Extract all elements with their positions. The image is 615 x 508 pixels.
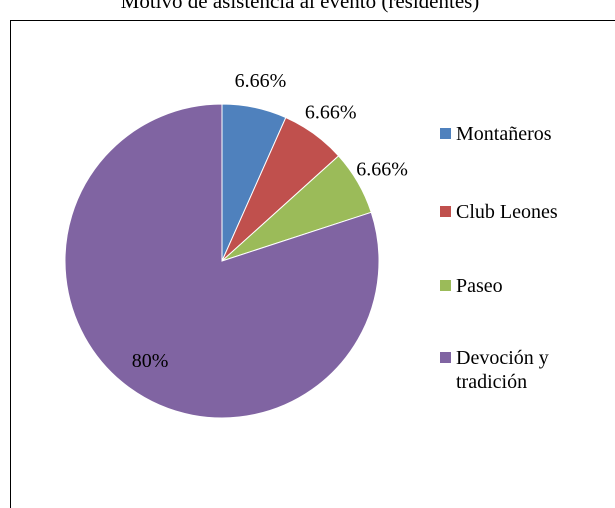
legend-label: Paseo [456,275,503,297]
data-label: 6.66% [356,158,408,180]
legend-swatch [440,352,451,363]
legend-item: Club Leones [440,200,610,224]
legend-label: Devoción y tradición [456,347,549,393]
legend-label: Club Leones [456,201,558,223]
legend-item: Devoción y tradición [440,346,610,394]
legend-label: Montañeros [456,123,552,145]
legend-item: Paseo [440,274,610,298]
legend-swatch [440,206,451,217]
chart-title: Motivo de asistencia al evento (resident… [121,0,480,13]
legend-swatch [440,280,451,291]
data-label: 80% [132,350,169,372]
data-label: 6.66% [305,101,357,123]
pie-slice [64,103,380,419]
data-label: 6.66% [235,70,287,92]
legend-item: Montañeros [440,122,610,146]
legend-swatch [440,128,451,139]
